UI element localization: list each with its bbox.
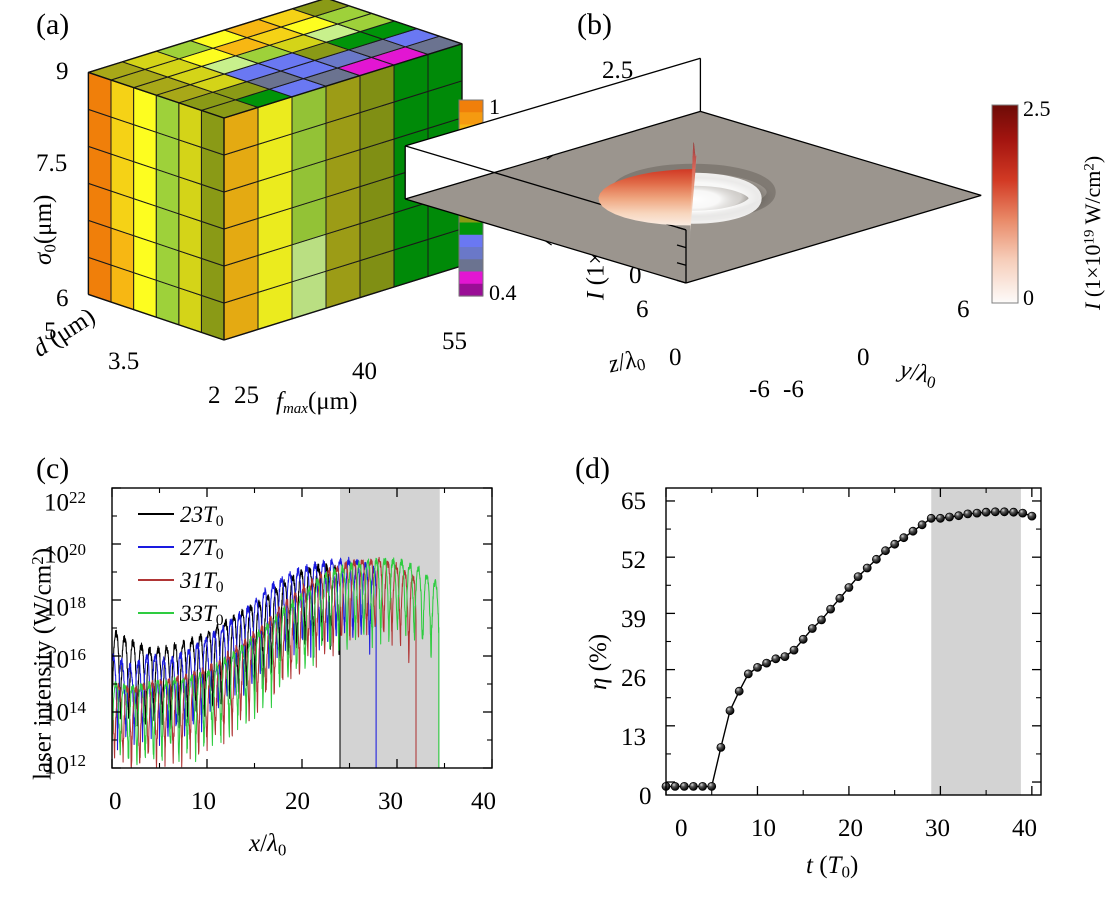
panel-a-y-tick-35: 3.5: [108, 348, 140, 375]
panel-d-label: (d): [575, 452, 610, 485]
panel-c-y-tick-22: 1022: [44, 488, 86, 517]
panel-c-label: (c): [36, 452, 70, 485]
panel-b-x-tick-neg6: -6: [749, 376, 770, 403]
panel-c-y-tick-14: 1014: [44, 698, 86, 727]
panel-c-y-tick-20: 1020: [44, 540, 86, 569]
panel-a-z-tick-9: 9: [56, 58, 69, 85]
panel-b-y-tick-neg6: -6: [783, 376, 804, 403]
panel-d-y-tick-13: 13: [621, 724, 646, 751]
panel-c-y-tick-12: 1012: [44, 751, 86, 780]
panel-d-x-tick-0: 0: [675, 815, 688, 842]
panel-a-y-tick-2: 2: [208, 382, 221, 409]
panel-b-surface-plot: [404, 57, 982, 284]
panel-b-x-tick-0: 0: [669, 344, 682, 371]
panel-b-x-tick-6: 6: [636, 296, 649, 323]
panel-d: (d) η (%) 65 52 39 26 13 0 0 10 20 30 40…: [553, 440, 1105, 900]
legend-item-0: 23T0: [180, 502, 224, 530]
panel-c-y-tick-16: 1016: [44, 645, 86, 674]
panel-a-label: (a): [36, 8, 70, 41]
panel-d-y-tick-0: 0: [639, 783, 652, 810]
panel-c-x-tick-10: 10: [191, 788, 216, 815]
panel-d-y-tick-52: 52: [621, 547, 646, 574]
panel-d-x-tick-40: 40: [1012, 815, 1037, 842]
panel-b-colorbar-max: 2.5: [1023, 96, 1051, 121]
panel-b-label: (b): [577, 8, 612, 41]
panel-a-cube: [87, 0, 463, 341]
panel-b-y-tick-0: 0: [857, 344, 870, 371]
panel-d-x-tick-30: 30: [925, 815, 950, 842]
legend-item-1: 27T0: [180, 535, 224, 563]
legend-item-3: 33T0: [180, 601, 224, 629]
panel-a-y-tick-5: 5: [44, 318, 57, 345]
panel-a-colorbar-min: 0.4: [489, 280, 517, 305]
panel-c-x-tick-40: 40: [471, 788, 496, 815]
panel-c-plot: [111, 487, 493, 769]
legend-item-2: 31T0: [180, 568, 224, 596]
panel-c-x-tick-30: 30: [378, 788, 403, 815]
panel-a-z-tick-75: 7.5: [36, 150, 68, 177]
panel-d-y-tick-26: 26: [621, 665, 646, 692]
panel-d-y-tick-39: 39: [621, 606, 646, 633]
panel-b-colorbar-min: 0: [1023, 285, 1034, 310]
panel-d-plot: [661, 487, 1042, 796]
panel-d-y-tick-65: 65: [621, 488, 646, 515]
panel-c-y-tick-18: 1018: [44, 593, 86, 622]
panel-b-y-tick-6: 6: [957, 296, 970, 323]
panel-c: (c) laser intensity (W/cm2) 1022 1020 10…: [0, 440, 553, 900]
panel-a-z-tick-6: 6: [56, 285, 69, 312]
panel-c-x-tick-20: 20: [285, 788, 310, 815]
panel-d-x-tick-20: 20: [838, 815, 863, 842]
panel-a-x-tick-40: 40: [352, 358, 377, 385]
panel-b-colorbar: [991, 104, 1019, 304]
panel-b: (b) I (1×1019 W/cm2) 2.5 0 z/λ0 6 0 -6 y…: [404, 0, 1105, 440]
panel-c-x-tick-0: 0: [109, 788, 122, 815]
panel-d-x-tick-10: 10: [751, 815, 776, 842]
panel-a-colorbar-max: 1: [489, 94, 500, 119]
panel-a-x-tick-55: 55: [442, 328, 467, 355]
panel-a: (a) σ0(μm) 9 7.5 6 d (μm) 5 3.5 2 fmax(μ…: [0, 0, 561, 440]
panel-a-x-tick-25: 25: [234, 382, 259, 409]
